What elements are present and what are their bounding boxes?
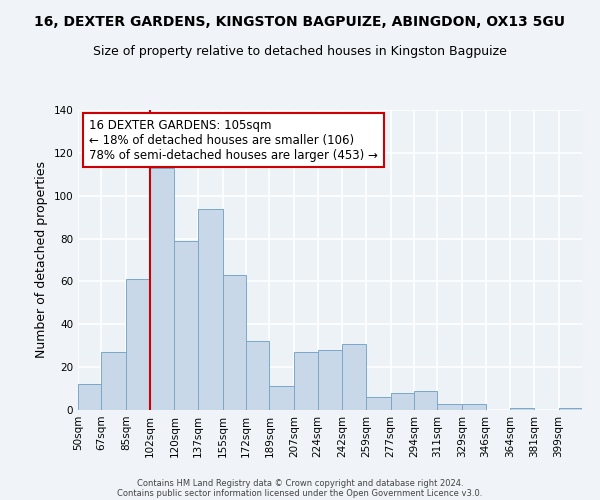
Bar: [126, 280, 149, 410]
Bar: [223, 275, 246, 410]
Bar: [462, 404, 485, 410]
Bar: [391, 393, 414, 410]
Bar: [175, 240, 198, 410]
Bar: [246, 342, 269, 410]
Text: 16 DEXTER GARDENS: 105sqm
← 18% of detached houses are smaller (106)
78% of semi: 16 DEXTER GARDENS: 105sqm ← 18% of detac…: [89, 118, 378, 162]
Bar: [101, 352, 126, 410]
Bar: [559, 408, 582, 410]
Text: 16, DEXTER GARDENS, KINGSTON BAGPUIZE, ABINGDON, OX13 5GU: 16, DEXTER GARDENS, KINGSTON BAGPUIZE, A…: [35, 15, 566, 29]
Bar: [269, 386, 294, 410]
Bar: [317, 350, 343, 410]
Y-axis label: Number of detached properties: Number of detached properties: [35, 162, 48, 358]
Text: Contains HM Land Registry data © Crown copyright and database right 2024.: Contains HM Land Registry data © Crown c…: [137, 478, 463, 488]
Bar: [414, 390, 437, 410]
Bar: [511, 408, 534, 410]
Bar: [343, 344, 366, 410]
Bar: [437, 404, 462, 410]
Bar: [198, 208, 223, 410]
Bar: [149, 168, 175, 410]
Bar: [294, 352, 317, 410]
Text: Contains public sector information licensed under the Open Government Licence v3: Contains public sector information licen…: [118, 488, 482, 498]
Bar: [366, 397, 391, 410]
Bar: [78, 384, 101, 410]
Text: Size of property relative to detached houses in Kingston Bagpuize: Size of property relative to detached ho…: [93, 45, 507, 58]
